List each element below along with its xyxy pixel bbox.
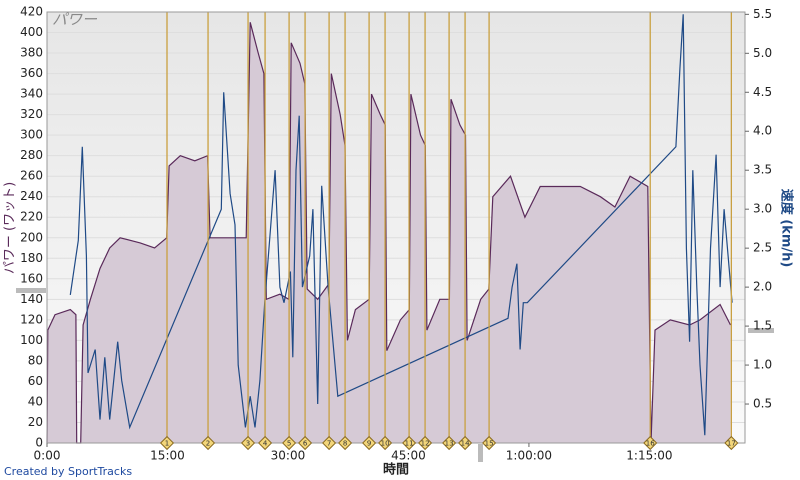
x-axis-label: 時間 [383,462,409,478]
lap-label: 12 [421,440,430,448]
lap-label: 7 [327,440,331,448]
y2-tick-label: 0.5 [753,397,772,411]
y2-tick-label: 4.0 [753,124,772,138]
power-area [47,22,731,444]
y-tick-label: 140 [20,292,43,306]
left-axis-marker [16,288,46,293]
lap-label: 1 [165,440,169,448]
lap-marker [322,435,337,451]
y-tick-label: 160 [20,271,43,285]
y-tick-label: 320 [20,107,43,121]
y-tick-label: 100 [20,333,43,347]
y2-tick-label: 3.0 [753,202,772,216]
x-tick-label: 1:00:00 [506,449,552,463]
lap-label: 11 [405,440,414,448]
lap-label: 2 [206,440,210,448]
y-tick-label: 300 [20,128,43,142]
y2-tick-label: 2.5 [753,241,772,255]
y-tick-label: 20 [28,415,43,429]
marks [46,12,733,444]
y-tick-label: 240 [20,189,43,203]
y-tick-label: 40 [28,394,43,408]
footer-credit: Created by SportTracks [4,465,132,478]
y-tick-label: 180 [20,251,43,265]
y-tick-label: 280 [20,148,43,162]
lap-marker [282,435,297,451]
y-tick-label: 0 [35,436,43,450]
y2-axis-label: 速度 (km/h) [779,189,795,268]
y2-tick-label: 2.0 [753,280,772,294]
lap-marker [724,435,739,451]
lap-marker [402,435,417,451]
x-tick-label: 0:00 [34,449,61,463]
y-axis-label: パワー (ワット) [3,182,18,274]
y2-tick-label: 4.5 [753,85,772,99]
lap-label: 3 [246,440,250,448]
right-axis-marker [748,328,774,333]
lap-marker [458,435,473,451]
y-tick-label: 220 [20,210,43,224]
x-tick-label: 15:00 [150,449,185,463]
speed-line [69,14,733,436]
plot-frame [46,11,746,444]
lap-marker [482,435,497,451]
lap-label: 6 [303,440,308,448]
y-tick-label: 340 [20,87,43,101]
y2-tick-label: 5.0 [753,46,772,60]
lap-label: 16 [646,440,655,448]
x-tick-label: 45:00 [391,449,426,463]
lap-marker [362,435,377,451]
y2-tick-label: 5.5 [753,7,772,21]
lap-marker [258,435,273,451]
lap-label: 9 [367,440,371,448]
y-tick-label: 380 [20,46,43,60]
y-tick-label: 80 [28,353,43,367]
y-tick-label: 400 [20,25,43,39]
lap-marker [298,435,313,451]
lap-marker [200,435,216,451]
lap-marker [442,435,457,451]
lap-marker [378,435,393,451]
lap-label: 15 [485,440,494,448]
lap-label: 8 [343,440,347,448]
lap-label: 13 [445,440,454,448]
y-tick-label: 200 [20,230,43,244]
y-tick-label: 420 [20,5,43,19]
lap-label: 4 [263,440,268,448]
chart-title: パワー [52,11,98,29]
y2-tick-label: 1.0 [753,358,772,372]
y-tick-label: 360 [20,66,43,80]
x-tick-label: 30:00 [271,449,306,463]
lap-label: 5 [287,440,291,448]
lap-marker [240,435,256,451]
lap-label: 17 [727,440,736,448]
lap-marker [159,435,175,451]
y2-tick-label: 1.5 [753,319,772,333]
y2-tick-label: 3.5 [753,163,772,177]
y-tick-label: 260 [20,169,43,183]
y-tick-label: 60 [28,374,43,388]
bottom-axis-marker [478,444,483,462]
lap-marker [418,435,433,451]
x-tick-label: 1:15:00 [626,449,672,463]
y-tick-label: 120 [20,312,43,326]
lap-label: 10 [381,440,390,448]
lap-marker [643,435,658,451]
lap-label: 14 [461,440,470,448]
power-line [46,22,732,444]
lap-marker [338,435,353,451]
